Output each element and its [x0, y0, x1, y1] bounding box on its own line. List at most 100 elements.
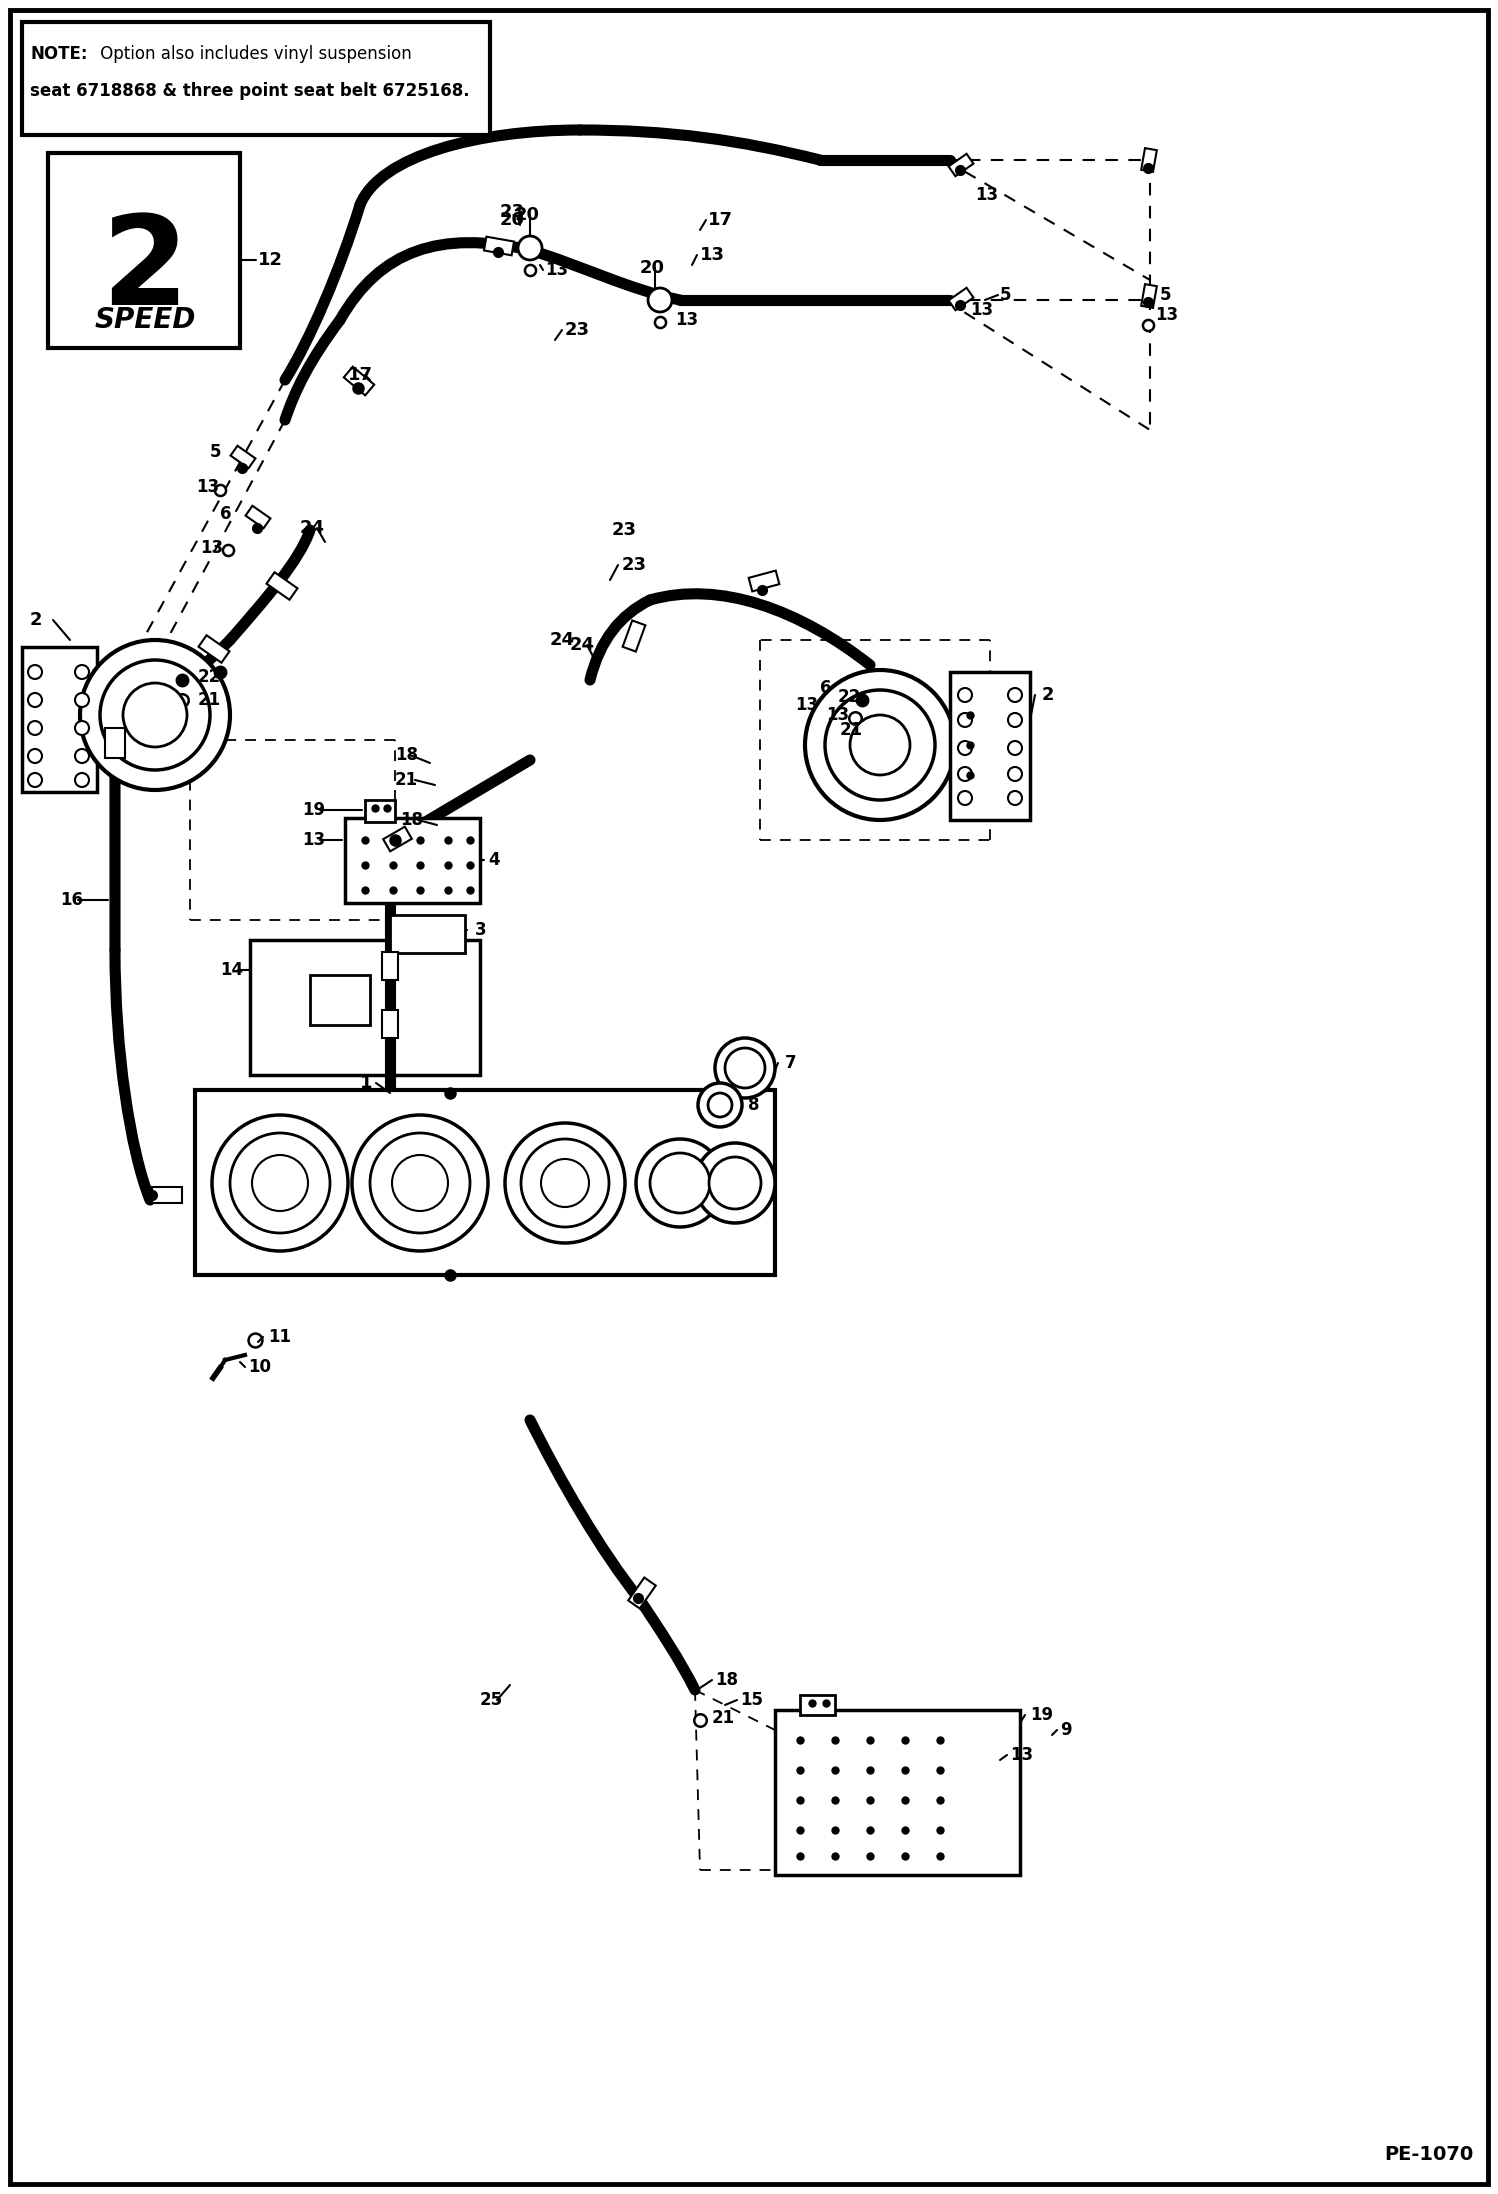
- Text: 22: 22: [198, 667, 222, 687]
- Text: 16: 16: [60, 891, 82, 908]
- Bar: [382, 952, 398, 981]
- Text: 13: 13: [825, 706, 849, 724]
- Bar: [389, 915, 464, 952]
- Text: 21: 21: [198, 691, 222, 709]
- Bar: [345, 818, 479, 904]
- Circle shape: [804, 669, 956, 821]
- Text: 13: 13: [1155, 305, 1177, 325]
- Text: 23: 23: [500, 204, 524, 222]
- Text: NOTE:: NOTE:: [30, 46, 87, 64]
- Circle shape: [637, 1139, 724, 1226]
- Circle shape: [709, 1093, 733, 1117]
- Text: 17: 17: [348, 366, 373, 384]
- Circle shape: [28, 693, 42, 706]
- Bar: [948, 287, 974, 309]
- Text: 24: 24: [571, 636, 595, 654]
- Bar: [800, 1696, 834, 1716]
- Bar: [484, 237, 514, 255]
- Bar: [231, 445, 256, 467]
- Text: 13: 13: [196, 478, 219, 496]
- Circle shape: [1008, 713, 1022, 726]
- Circle shape: [1008, 792, 1022, 805]
- Bar: [749, 570, 779, 592]
- Circle shape: [959, 768, 972, 781]
- Bar: [343, 366, 374, 395]
- Bar: [105, 728, 124, 757]
- Text: 11: 11: [268, 1327, 291, 1345]
- Bar: [1141, 149, 1156, 171]
- Text: 21: 21: [712, 1709, 736, 1727]
- Bar: [246, 507, 271, 529]
- Circle shape: [75, 772, 88, 788]
- Text: 4: 4: [488, 851, 500, 869]
- Circle shape: [849, 715, 909, 774]
- Bar: [310, 974, 370, 1025]
- Circle shape: [231, 1132, 330, 1233]
- Text: 12: 12: [258, 250, 283, 270]
- Text: 19: 19: [303, 801, 325, 818]
- Bar: [22, 647, 97, 792]
- Text: 24: 24: [550, 632, 575, 649]
- Circle shape: [1008, 742, 1022, 755]
- Circle shape: [959, 689, 972, 702]
- Text: 25: 25: [479, 1692, 503, 1709]
- Circle shape: [959, 792, 972, 805]
- Circle shape: [370, 1132, 470, 1233]
- Bar: [628, 1577, 656, 1608]
- Text: 6: 6: [220, 505, 232, 522]
- Circle shape: [28, 772, 42, 788]
- Circle shape: [541, 1158, 589, 1207]
- Bar: [1141, 285, 1156, 307]
- Text: PE-1070: PE-1070: [1384, 2146, 1473, 2163]
- Circle shape: [392, 1154, 448, 1211]
- Text: 1: 1: [360, 1075, 373, 1093]
- Text: 13: 13: [795, 695, 818, 713]
- Text: 23: 23: [565, 320, 590, 340]
- Circle shape: [725, 1049, 765, 1088]
- Text: SPEED: SPEED: [94, 305, 196, 333]
- Circle shape: [213, 1115, 348, 1251]
- Text: 21: 21: [395, 770, 418, 790]
- Text: seat 6718868 & three point seat belt 6725168.: seat 6718868 & three point seat belt 672…: [30, 81, 470, 101]
- Circle shape: [28, 722, 42, 735]
- Text: 13: 13: [975, 186, 998, 204]
- Text: 21: 21: [840, 722, 863, 739]
- Circle shape: [521, 1139, 610, 1226]
- Text: 10: 10: [249, 1358, 271, 1376]
- Bar: [250, 939, 479, 1075]
- Text: 23: 23: [622, 555, 647, 575]
- Circle shape: [75, 665, 88, 678]
- Text: 13: 13: [676, 312, 698, 329]
- Bar: [383, 827, 412, 851]
- Circle shape: [825, 689, 935, 801]
- Circle shape: [123, 682, 187, 746]
- Circle shape: [79, 641, 231, 790]
- Bar: [151, 1187, 181, 1202]
- Bar: [623, 621, 646, 652]
- Text: 3: 3: [475, 921, 487, 939]
- Text: 7: 7: [785, 1053, 797, 1073]
- Text: 18: 18: [715, 1672, 739, 1689]
- Circle shape: [698, 1084, 742, 1128]
- Text: 22: 22: [837, 689, 861, 706]
- Bar: [366, 801, 395, 823]
- Text: 23: 23: [613, 520, 637, 540]
- Text: 15: 15: [740, 1692, 762, 1709]
- Text: 9: 9: [1061, 1720, 1071, 1740]
- Text: 2: 2: [30, 610, 42, 630]
- Text: 14: 14: [220, 961, 243, 979]
- Circle shape: [252, 1154, 309, 1211]
- Bar: [195, 1090, 774, 1275]
- Circle shape: [505, 1123, 625, 1244]
- Circle shape: [959, 742, 972, 755]
- Text: 2: 2: [1043, 687, 1055, 704]
- Bar: [382, 1009, 398, 1038]
- Text: 8: 8: [748, 1097, 759, 1115]
- Text: 5: 5: [1159, 285, 1171, 305]
- Text: 17: 17: [709, 211, 733, 228]
- Text: 13: 13: [303, 832, 325, 849]
- Bar: [948, 154, 974, 176]
- Circle shape: [650, 1154, 710, 1213]
- Text: 13: 13: [545, 261, 568, 279]
- Circle shape: [1008, 689, 1022, 702]
